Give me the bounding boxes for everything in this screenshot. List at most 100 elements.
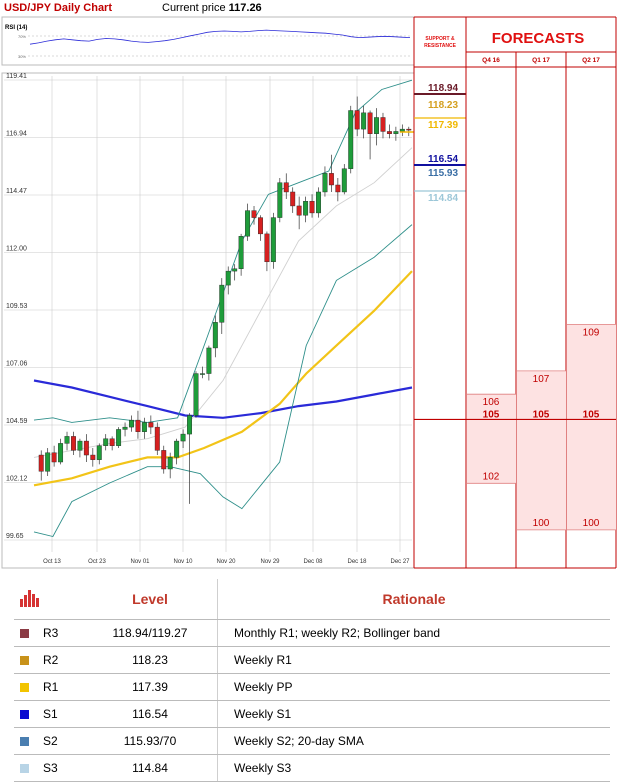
candle xyxy=(199,366,205,379)
rsi-label: RSI (14) xyxy=(5,25,27,31)
candle xyxy=(103,434,109,451)
rsi-lower-tick: 30% xyxy=(18,54,26,59)
table-row: R2 118.23 Weekly R1 xyxy=(14,646,610,674)
levels-strip: 118.94 118.23 117.39 116.54 115.93 114.84 xyxy=(413,17,466,568)
price-panel: 119.41 116.94 114.47 112.00 109.53 107.06 104.… xyxy=(1,72,415,569)
candle xyxy=(45,448,51,476)
level-value: 114.84 xyxy=(428,193,458,204)
table-row: S2 115.93/70 Weekly S2; 20-day SMA xyxy=(14,727,610,755)
indicator-line xyxy=(33,379,413,419)
candle xyxy=(90,448,96,467)
x-tick-label: Nov 29 xyxy=(260,559,280,565)
candle xyxy=(141,417,147,439)
support-label-1: SUPPORT & xyxy=(425,36,455,42)
level-rationale: Weekly R1 xyxy=(217,646,610,674)
level-color-swatch xyxy=(20,683,29,693)
rsi-frame xyxy=(1,16,415,66)
candle xyxy=(258,215,263,241)
forecast-low: 100 xyxy=(533,518,550,529)
forecast-base: 105 xyxy=(533,409,550,420)
candle xyxy=(129,415,134,432)
level-value: 116.54 xyxy=(83,700,218,728)
forecast-range xyxy=(467,394,516,484)
candle xyxy=(225,266,231,295)
candle xyxy=(77,438,83,458)
level-value: 118.23 xyxy=(83,646,218,674)
forecast-base: 105 xyxy=(483,409,500,420)
forecasts-panel: SUPPORT & RESISTANCE FORECASTS Q4 161061… xyxy=(414,16,617,569)
indicator-line xyxy=(33,270,413,487)
table-row: R1 117.39 Weekly PP xyxy=(14,673,610,701)
price-frame xyxy=(1,72,415,569)
level-color-swatch xyxy=(20,656,29,666)
x-tick-label: Nov 01 xyxy=(130,559,150,565)
candle xyxy=(83,434,89,463)
level-value: 118.23 xyxy=(428,100,458,111)
candle xyxy=(187,413,192,504)
y-tick-label: 102.12 xyxy=(6,476,28,483)
table-header-row: Level Rationale xyxy=(14,579,610,620)
forecast-high: 107 xyxy=(533,374,550,385)
forecasts-title: FORECASTS xyxy=(492,30,585,47)
level-value: 118.94 xyxy=(428,83,458,94)
candle xyxy=(238,233,244,276)
candle xyxy=(174,438,180,465)
x-tick-label: Oct 23 xyxy=(88,559,106,565)
candle xyxy=(296,196,302,230)
table-icon-cell xyxy=(14,579,43,620)
y-tick-label: 112.00 xyxy=(6,246,27,253)
levels-table: Level Rationale R3 118.94/119.27 Monthly R… xyxy=(14,579,610,782)
candle xyxy=(135,410,141,439)
forecast-range xyxy=(517,370,566,530)
x-tick-label: Nov 20 xyxy=(216,559,236,565)
candle xyxy=(148,415,154,435)
x-tick-label: Dec 27 xyxy=(390,559,410,565)
candle xyxy=(303,196,309,223)
candle xyxy=(367,110,373,160)
candle xyxy=(277,178,283,223)
candle xyxy=(328,154,334,192)
candle xyxy=(212,315,218,358)
candle xyxy=(283,173,289,199)
indicator-line xyxy=(33,224,413,538)
y-tick-label: 99.65 xyxy=(6,533,24,540)
forecast-base: 105 xyxy=(583,409,600,420)
level-color-swatch xyxy=(20,710,29,720)
rsi-upper-tick: 70% xyxy=(18,34,26,39)
candle xyxy=(38,450,44,481)
forecast-column-label: Q4 16 xyxy=(482,57,500,64)
candle xyxy=(206,345,212,381)
candle xyxy=(122,422,128,437)
rsi-panel: RSI (14) 70% 30% xyxy=(1,16,415,66)
candle xyxy=(167,452,173,479)
forecast-column-label: Q2 17 xyxy=(582,57,600,64)
level-rationale: Weekly S3 xyxy=(217,754,610,782)
level-value: 114.84 xyxy=(83,754,218,782)
candle xyxy=(361,105,367,139)
candle xyxy=(270,212,276,269)
x-tick-label: Nov 10 xyxy=(173,559,193,565)
candle xyxy=(374,108,379,146)
level-name: R2 xyxy=(43,646,83,674)
x-axis: Oct 13 Oct 23 Nov 01 Nov 10 Nov 20 Nov 29 Dec … xyxy=(43,559,410,565)
current-price: Current price 117.26 xyxy=(162,2,262,14)
level-rationale: Weekly S2; 20-day SMA xyxy=(217,727,610,755)
level-color-swatch xyxy=(20,737,29,747)
current-price-label: Current price xyxy=(162,2,226,14)
level-name: R1 xyxy=(43,673,83,701)
table-row: R3 118.94/119.27 Monthly R1; weekly R2; Bo… xyxy=(14,619,610,647)
candles xyxy=(38,96,412,504)
candle xyxy=(354,96,360,137)
level-name: S2 xyxy=(43,727,83,755)
current-price-value: 117.26 xyxy=(228,2,262,14)
forecast-low: 100 xyxy=(583,518,600,529)
candle xyxy=(51,445,57,467)
y-tick-label: 116.94 xyxy=(6,131,27,138)
candle xyxy=(393,126,399,141)
table-row: S3 114.84 Weekly S3 xyxy=(14,754,610,782)
x-tick-label: Oct 13 xyxy=(43,559,61,565)
candle xyxy=(290,187,296,213)
chart-area: RSI (14) 70% 30% 119.41 116.94 114.47 112.0… xyxy=(1,16,617,569)
level-name: S3 xyxy=(43,754,83,782)
candle xyxy=(348,105,354,174)
